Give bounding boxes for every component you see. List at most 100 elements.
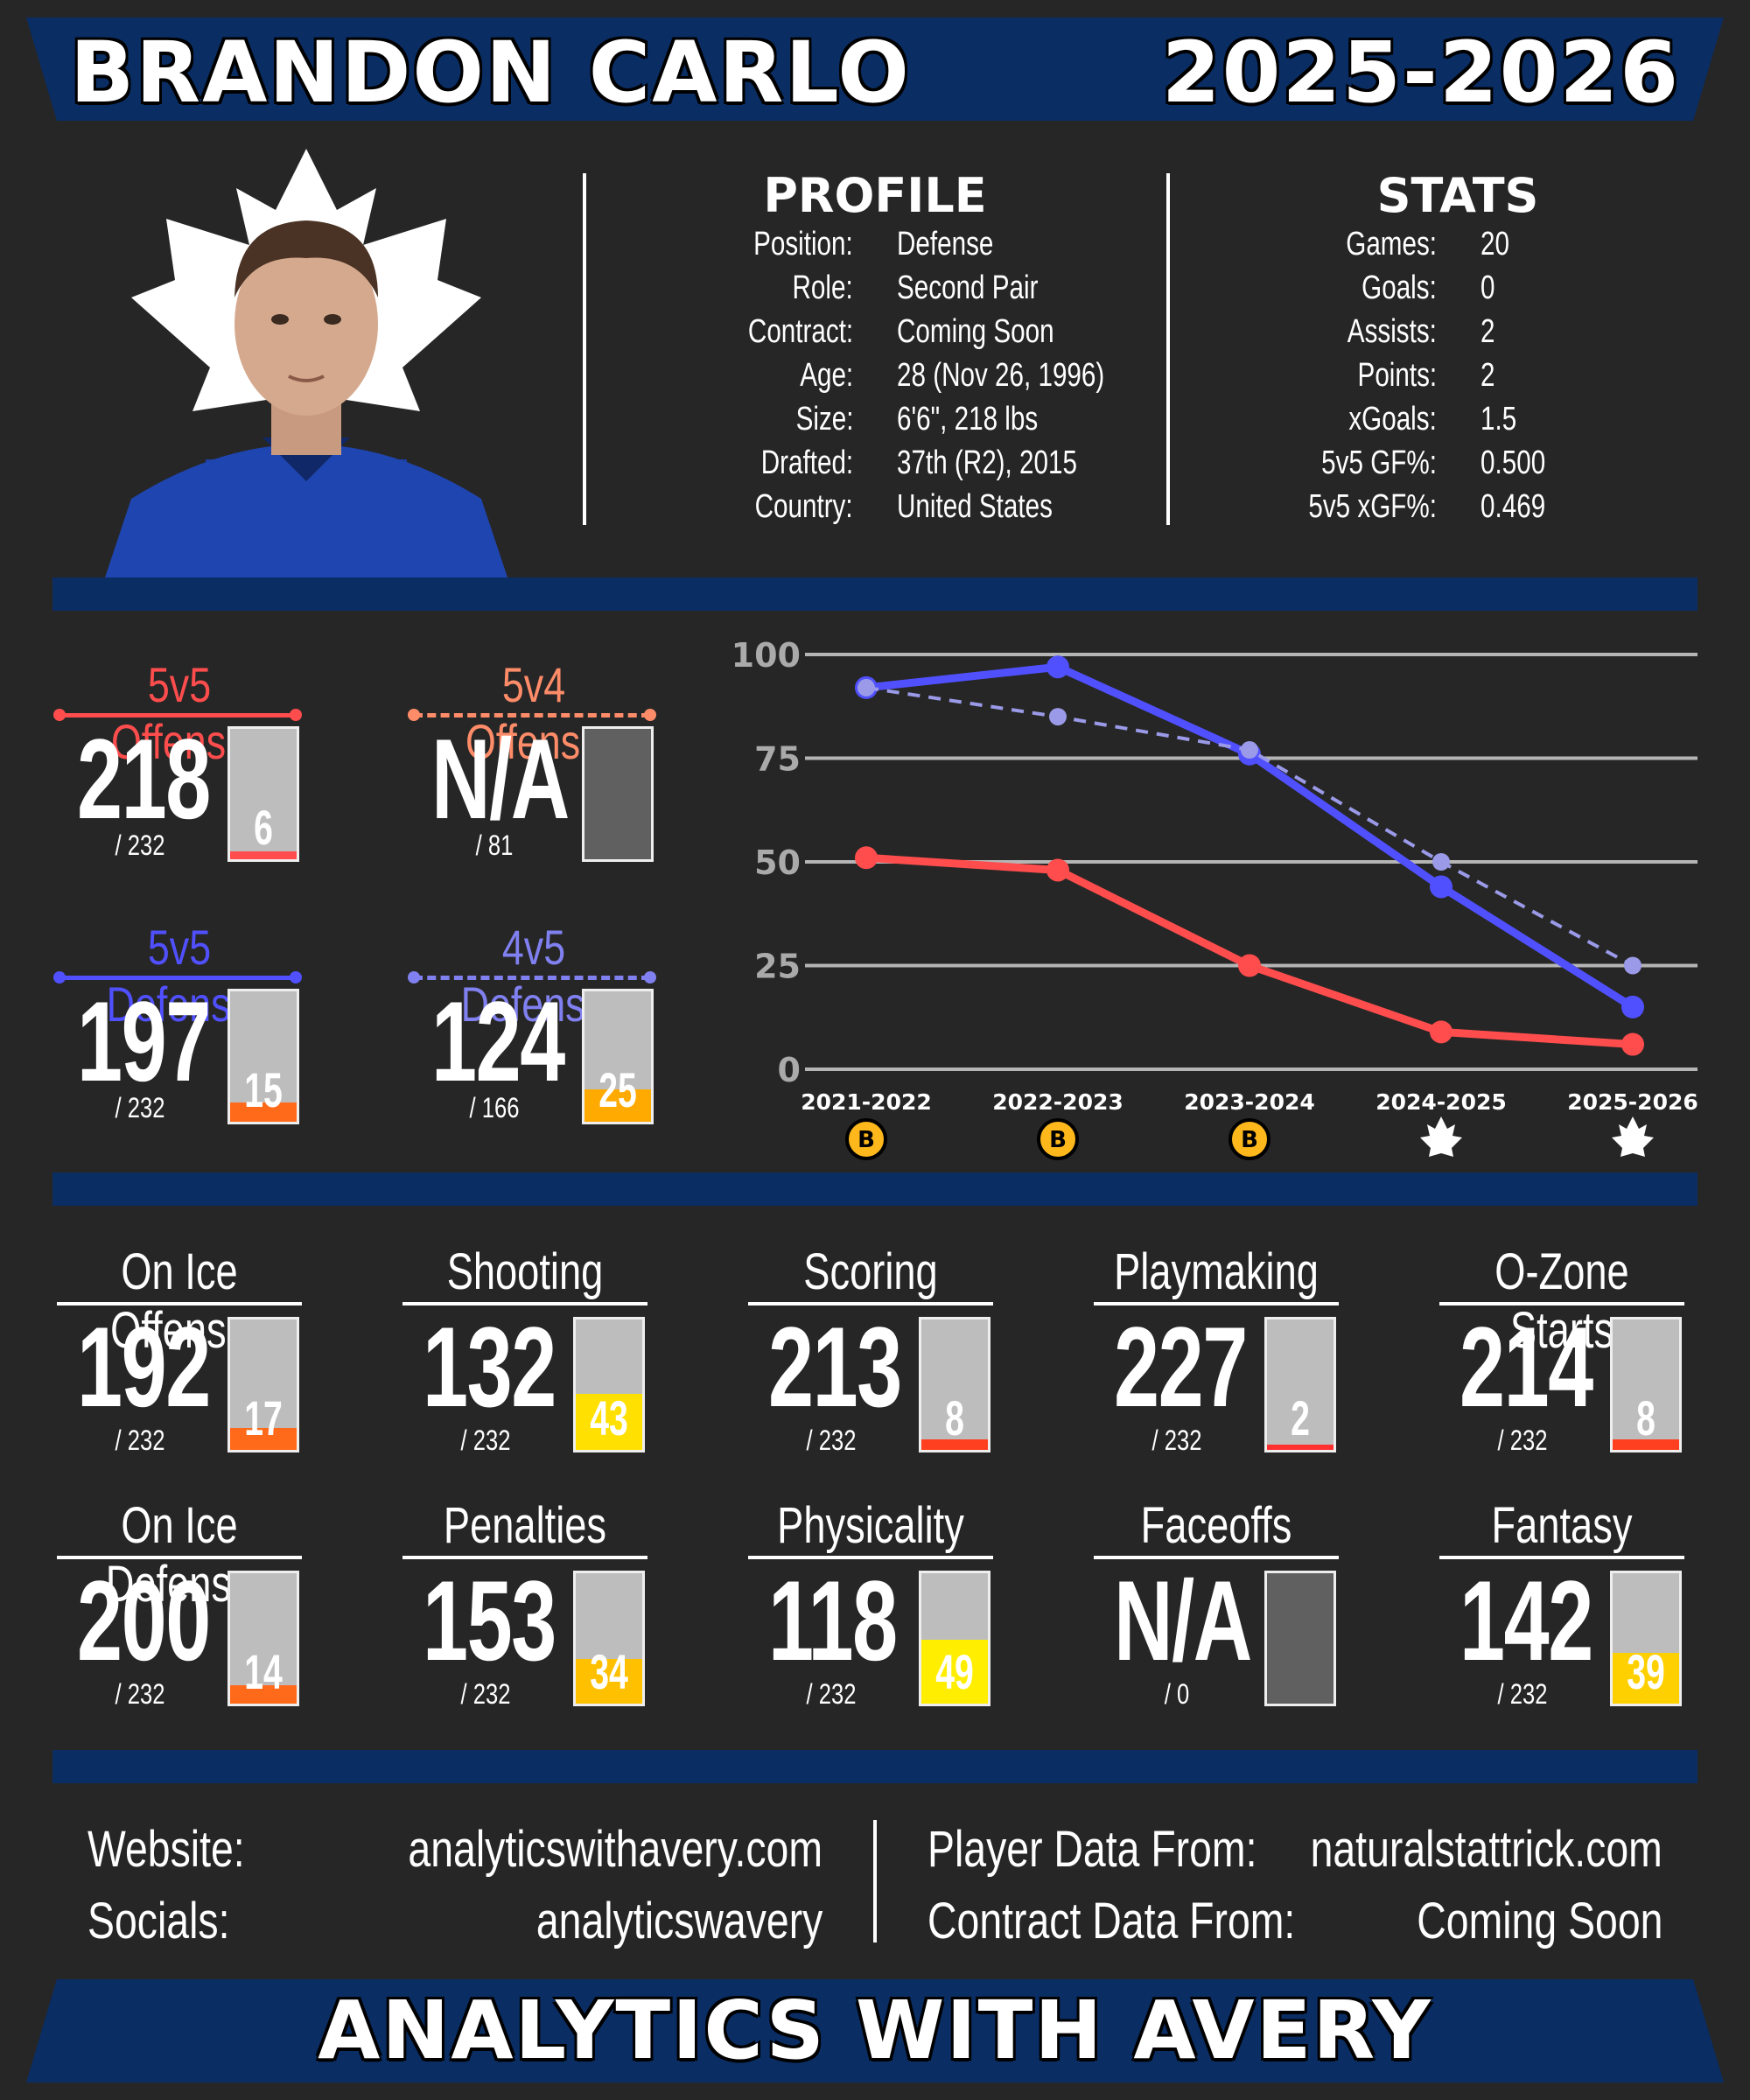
player-photo (96, 149, 516, 578)
category-label: Faceoffs (1140, 1497, 1292, 1554)
category-percentile-bar: 14 (228, 1571, 299, 1706)
data-point (1621, 995, 1644, 1018)
separator (1166, 173, 1170, 525)
profile-label: Age: (800, 357, 853, 394)
stats-label: Points: (1357, 357, 1437, 394)
divider-band (52, 1172, 1698, 1206)
socials-handle[interactable]: analyticswavery (536, 1893, 823, 1950)
profile-label: Size: (795, 401, 853, 438)
profile-value: 6'6", 218 lbs (897, 401, 1039, 438)
category-percentile-bar: 34 (573, 1571, 645, 1706)
underline-dot (290, 971, 302, 984)
metric-label: 5v4 Offense (465, 657, 603, 769)
category-tile: Fantasy 142/ 232 39 (1435, 1496, 1689, 1741)
trend-chart: 0 25 50 75 100 2021-2022 B 2022-2023 B 2023-2024 B… (732, 636, 1698, 1160)
y-tick-label: 50 (754, 844, 801, 882)
y-tick-label: 25 (754, 948, 801, 986)
stats-value: 1.5 (1480, 401, 1517, 438)
metric-percentile-bar: 6 (228, 726, 299, 862)
stats-label: Games: (1346, 226, 1437, 262)
metric-total: / 232 (115, 1092, 165, 1124)
separator (873, 1820, 877, 1942)
percentile-rank: 49 (935, 1644, 974, 1699)
profile-label: Role: (792, 270, 853, 306)
metric-percentile-bar: 25 (582, 989, 654, 1124)
category-underline (1094, 1302, 1339, 1306)
category-value: 213 (768, 1303, 902, 1431)
divider-band (52, 1750, 1698, 1783)
divider-band (52, 578, 1698, 611)
category-value: 118 (768, 1557, 898, 1684)
stats-label: 5v5 GF%: (1321, 444, 1437, 481)
category-underline (1094, 1556, 1339, 1559)
category-value: 200 (77, 1557, 211, 1684)
percentile-fill (230, 1102, 297, 1122)
percentile-fill (576, 1659, 642, 1704)
category-underline (748, 1302, 993, 1306)
separator (583, 173, 586, 525)
stats-value: 0.469 (1480, 488, 1546, 525)
x-tick-label: 2024-2025 (1376, 1089, 1507, 1115)
series-line (865, 685, 1634, 968)
category-underline (748, 1556, 993, 1559)
category-total: / 232 (806, 1678, 857, 1710)
bruins-logo-icon (1037, 1118, 1079, 1160)
percentile-rank: 15 (244, 1062, 283, 1117)
metric-tile: 4v5 Defense 124/ 166 25 (407, 919, 661, 1172)
category-label: Playmaking (1114, 1243, 1319, 1300)
series-line (865, 853, 1634, 1049)
category-tile: Shooting 132/ 232 43 (398, 1242, 652, 1488)
category-total: / 232 (115, 1678, 165, 1710)
percentile-rank: 17 (244, 1390, 283, 1446)
percentile-rank: 6 (254, 800, 273, 855)
footer-banner (26, 1979, 1724, 2082)
category-label: Penalties (443, 1497, 607, 1554)
category-label: Fantasy (1491, 1497, 1633, 1554)
bruins-logo-icon (845, 1118, 887, 1160)
metric-value: 197 (77, 977, 211, 1105)
category-underline (402, 1302, 648, 1306)
category-percentile-bar: 49 (919, 1571, 990, 1706)
metric-label: 5v5 Offense (110, 657, 248, 769)
category-label: On Ice Offense (110, 1243, 248, 1359)
profile-title: PROFILE (763, 168, 987, 223)
player-data-source[interactable]: naturalstattrick.com (1310, 1821, 1662, 1878)
profile-label: Position: (753, 226, 853, 262)
underline-dot (290, 709, 302, 721)
y-tick-label: 100 (732, 636, 801, 675)
stats-value: 2 (1480, 357, 1495, 394)
metric-tile: 5v4 Offense N/A/ 81 (407, 656, 661, 910)
underline-dot (408, 709, 420, 721)
category-tile: Penalties 153/ 232 34 (398, 1496, 652, 1741)
category-percentile-bar: 17 (228, 1317, 299, 1452)
category-percentile-bar: 8 (1610, 1317, 1682, 1452)
metric-percentile-bar (582, 726, 654, 862)
percentile-rank: 8 (1636, 1390, 1656, 1446)
category-percentile-bar: 8 (919, 1317, 990, 1452)
category-tile: O-Zone Starts 214/ 232 8 (1435, 1242, 1689, 1488)
contract-data-label: Contract Data From: (928, 1893, 1296, 1950)
category-percentile-bar: 2 (1264, 1317, 1336, 1452)
metric-tile: 5v5 Defense 197/ 232 15 (52, 919, 306, 1172)
y-tick-label: 0 (778, 1051, 801, 1089)
contract-data-source: Coming Soon (1416, 1893, 1662, 1950)
percentile-fill (230, 851, 297, 859)
profile-value: 28 (Nov 26, 1996) (897, 357, 1105, 394)
website-link[interactable]: analyticswithavery.com (408, 1821, 822, 1878)
profile-value: 37th (R2), 2015 (897, 444, 1077, 481)
category-underline (402, 1556, 648, 1559)
percentile-fill (921, 1640, 988, 1704)
category-label: On Ice Defense (105, 1497, 254, 1613)
percentile-rank: 25 (598, 1062, 637, 1117)
category-underline (1439, 1302, 1684, 1306)
category-total: / 232 (806, 1424, 857, 1456)
percentile-rank: 34 (590, 1644, 628, 1699)
percentile-rank: 39 (1627, 1644, 1665, 1699)
data-point (858, 678, 875, 696)
category-label: Shooting (446, 1243, 604, 1300)
bruins-logo-letter: B (1049, 1127, 1067, 1153)
metric-percentile-bar: 15 (228, 989, 299, 1124)
metric-underline (408, 709, 656, 721)
category-label: O-Zone Starts (1494, 1243, 1629, 1359)
category-underline (1439, 1556, 1684, 1559)
